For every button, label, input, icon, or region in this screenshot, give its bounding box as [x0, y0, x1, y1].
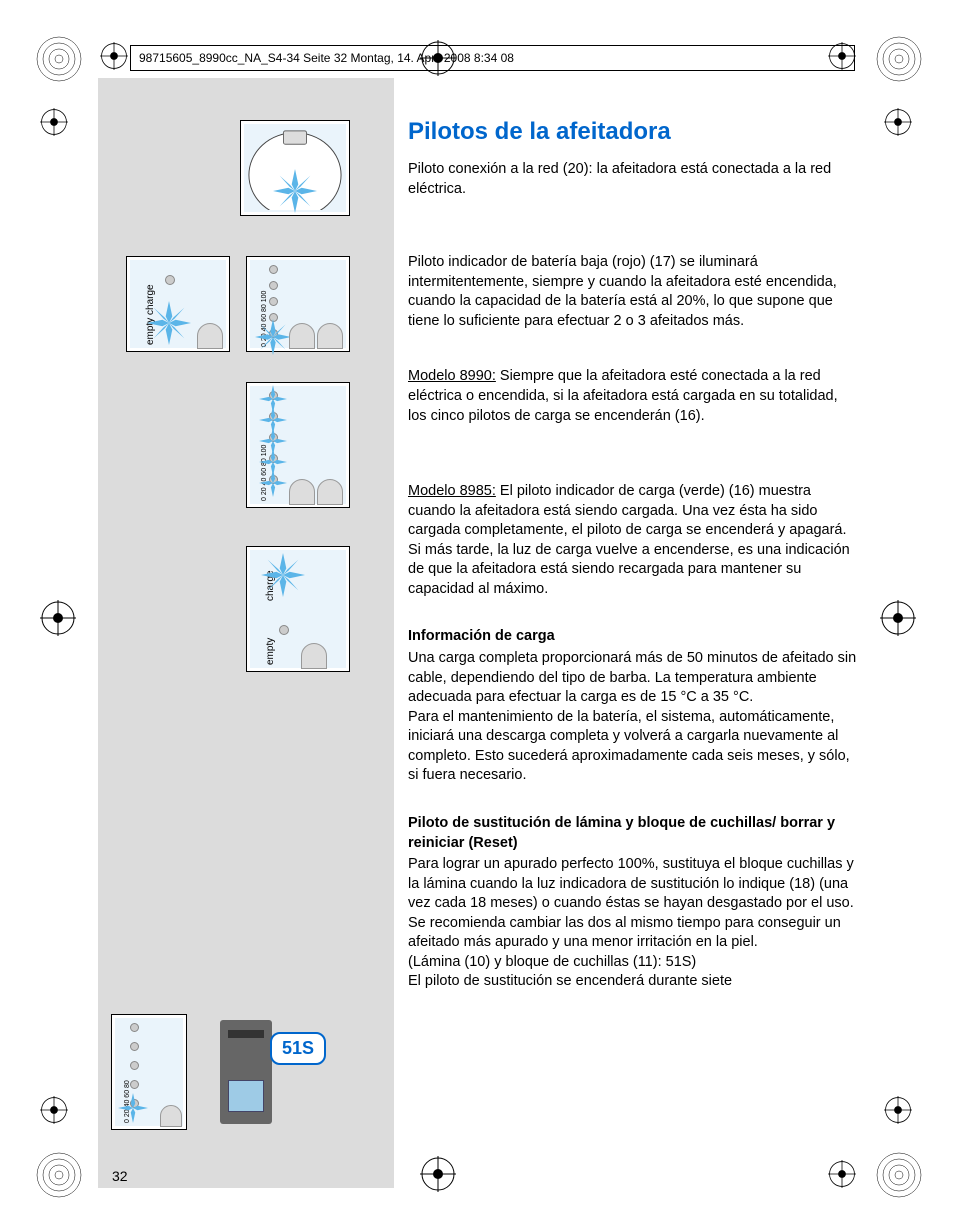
crop-target-top-left [100, 42, 128, 70]
crop-target-left2 [40, 108, 68, 136]
header-text: 98715605_8990cc_NA_S4-34 Seite 32 Montag… [139, 51, 514, 65]
illustration-column: empty charge 0 20 40 60 80 100 0 20 40 6… [98, 78, 394, 1188]
paragraph: Una carga completa proporcionará más de … [408, 649, 858, 708]
shaver-base-icon [289, 323, 315, 349]
paragraph: (Lámina (10) y bloque de cuchillas (11):… [408, 953, 858, 973]
paragraph: Modelo 8985: El piloto indicador de carg… [408, 482, 858, 599]
section-title: Pilotos de la afeitadora [408, 118, 858, 146]
paragraph: Para lograr un apurado perfecto 100%, su… [408, 855, 858, 914]
crop-target-bottom-right [828, 1160, 856, 1188]
label-empty: empty [265, 638, 276, 665]
led-dot [269, 297, 278, 306]
led-dot [130, 1042, 139, 1051]
led-dot [269, 281, 278, 290]
led-dot [130, 1023, 139, 1032]
page-number: 32 [112, 1168, 128, 1184]
illus-charge-sparkle: empty charge [246, 546, 350, 672]
crop-target-right3 [884, 1096, 912, 1124]
paragraph-text: El piloto indicador de carga (verde) (16… [408, 483, 850, 597]
crop-corner-tl [36, 36, 82, 82]
illus-replacement-pack: 51S [214, 1014, 350, 1130]
illus-led-scale-1: 0 20 40 60 80 100 [246, 256, 350, 352]
crop-corner-br [876, 1152, 922, 1198]
led-dot [279, 625, 289, 635]
shaver-base-icon [289, 479, 315, 505]
paragraph: El piloto de sustitución se encenderá du… [408, 972, 858, 992]
sparkle-icon [255, 319, 291, 355]
sparkle-icon [118, 1093, 148, 1123]
paragraph: Piloto conexión a la red (20): la afeita… [408, 160, 858, 199]
sparkle-icon [259, 469, 287, 497]
crop-target-left [40, 600, 76, 636]
subheading: Información de carga [408, 627, 858, 647]
document-header: 98715605_8990cc_NA_S4-34 Seite 32 Montag… [130, 45, 855, 71]
illus-led-scale-full: 0 20 40 60 80 100 [246, 382, 350, 508]
shaver-base-icon [160, 1105, 182, 1127]
shaver-base-icon [317, 323, 343, 349]
paragraph: Piloto indicador de batería baja (rojo) … [408, 253, 858, 331]
crop-corner-tr [876, 36, 922, 82]
led-dot [130, 1061, 139, 1070]
illus-empty-charge-a: empty charge [126, 256, 230, 352]
crop-target-right [880, 600, 916, 636]
crop-corner-bl [36, 1152, 82, 1198]
led-dot [269, 265, 278, 274]
brand-bar [228, 1030, 264, 1038]
crop-target-right2 [884, 108, 912, 136]
crop-target-bottom [420, 1156, 456, 1192]
shaver-base-icon [317, 479, 343, 505]
package-icon [220, 1020, 272, 1124]
paragraph: Modelo 8990: Siempre que la afeitadora e… [408, 367, 858, 426]
foil-icon [228, 1080, 264, 1112]
led-dot [165, 275, 175, 285]
illus-shaver-plug [240, 120, 350, 216]
illus-led-scale-80: 0 20 40 60 80 [111, 1014, 187, 1130]
sparkle-icon [147, 301, 191, 345]
text-column: Pilotos de la afeitadora Piloto conexión… [408, 118, 858, 992]
shaver-base-icon [197, 323, 223, 349]
sparkle-icon [261, 553, 305, 597]
package-label: 51S [270, 1032, 326, 1065]
crop-target-left3 [40, 1096, 68, 1124]
subheading: Piloto de sustitución de lámina y bloque… [408, 814, 858, 853]
model-label: Modelo 8985: [408, 483, 496, 499]
paragraph: Se recomienda cambiar las dos al mismo t… [408, 914, 858, 953]
shaver-base-icon [301, 643, 327, 669]
sparkle-icon [273, 169, 317, 213]
model-label: Modelo 8990: [408, 368, 496, 384]
led-dot [130, 1080, 139, 1089]
paragraph: Para el mantenimiento de la batería, el … [408, 708, 858, 786]
